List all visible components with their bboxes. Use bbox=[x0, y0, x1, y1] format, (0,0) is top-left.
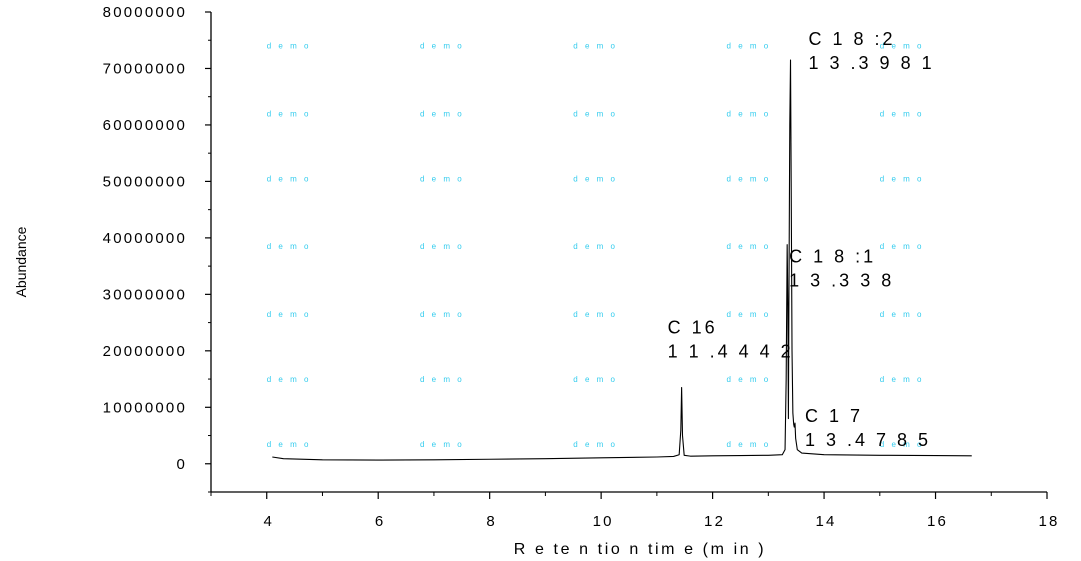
watermark-text: d e m o bbox=[420, 310, 464, 319]
y-tick-label: 70000000 bbox=[103, 60, 187, 77]
watermark-text: d e m o bbox=[267, 375, 311, 384]
watermark-text: d e m o bbox=[880, 375, 924, 384]
watermark-text: d e m o bbox=[420, 42, 464, 51]
watermark-text: d e m o bbox=[267, 109, 311, 118]
y-tick-label: 50000000 bbox=[103, 173, 187, 190]
watermark-text: d e m o bbox=[880, 310, 924, 319]
watermark-text: d e m o bbox=[573, 174, 617, 183]
y-tick-label: 20000000 bbox=[103, 343, 187, 360]
watermark-text: d e m o bbox=[420, 242, 464, 251]
watermark-text: d e m o bbox=[727, 242, 771, 251]
y-axis-ticks: 0 10000000 20000000 30000000 40000000 5000000… bbox=[103, 4, 211, 493]
watermark-text: d e m o bbox=[420, 375, 464, 384]
y-axis-label: Abundance bbox=[13, 226, 29, 297]
peak-annotations: C 16 1 1 .4 4 4 2 C 1 8 :1 1 3 .3 3 8 C 1 8 … bbox=[668, 29, 935, 450]
x-tick-label: 12 bbox=[704, 513, 725, 530]
peak-label: 1 1 .4 4 4 2 bbox=[668, 342, 794, 362]
y-tick-label: 80000000 bbox=[103, 4, 187, 21]
watermark-text: d e m o bbox=[727, 174, 771, 183]
y-tick-label: 40000000 bbox=[103, 230, 187, 247]
watermark-text: d e m o bbox=[573, 42, 617, 51]
watermark-text: d e m o bbox=[727, 109, 771, 118]
x-tick-label: 6 bbox=[375, 513, 386, 530]
chromatogram-trace bbox=[272, 59, 972, 461]
watermark-text: d e m o bbox=[880, 242, 924, 251]
x-tick-label: 16 bbox=[927, 513, 948, 530]
watermark-text: d e m o bbox=[573, 440, 617, 449]
y-tick-label: 60000000 bbox=[103, 117, 187, 134]
watermark-text: d e m o bbox=[880, 174, 924, 183]
watermark-text: d e m o bbox=[573, 310, 617, 319]
x-tick-label: 8 bbox=[486, 513, 497, 530]
peak-label: C 1 8 :1 bbox=[789, 247, 876, 267]
watermark-layer: d e m o d e m o d e m o d e m o d e m o d e m… bbox=[267, 42, 924, 449]
watermark-text: d e m o bbox=[420, 109, 464, 118]
y-tick-label: 30000000 bbox=[103, 286, 187, 303]
peak-label: C 16 bbox=[668, 318, 718, 338]
watermark-text: d e m o bbox=[573, 375, 617, 384]
watermark-text: d e m o bbox=[880, 440, 924, 449]
watermark-text: d e m o bbox=[727, 440, 771, 449]
watermark-text: d e m o bbox=[727, 375, 771, 384]
x-axis-ticks: 4 6 8 10 12 14 16 18 bbox=[210, 492, 1059, 530]
watermark-text: d e m o bbox=[267, 242, 311, 251]
peak-label: C 1 8 :2 bbox=[809, 29, 896, 49]
watermark-text: d e m o bbox=[573, 109, 617, 118]
watermark-text: d e m o bbox=[267, 174, 311, 183]
watermark-text: d e m o bbox=[420, 440, 464, 449]
peak-label: C 1 7 bbox=[805, 406, 863, 426]
watermark-text: d e m o bbox=[420, 174, 464, 183]
y-tick-label: 10000000 bbox=[103, 399, 187, 416]
x-tick-label: 4 bbox=[263, 513, 274, 530]
watermark-text: d e m o bbox=[727, 42, 771, 51]
x-tick-label: 14 bbox=[816, 513, 837, 530]
watermark-text: d e m o bbox=[880, 42, 924, 51]
x-tick-label: 18 bbox=[1038, 513, 1059, 530]
y-tick-label: 0 bbox=[176, 456, 187, 473]
watermark-text: d e m o bbox=[267, 42, 311, 51]
peak-label: 1 3 .4 7 8 5 bbox=[805, 430, 931, 450]
watermark-text: d e m o bbox=[267, 440, 311, 449]
watermark-text: d e m o bbox=[727, 310, 771, 319]
peak-label: 1 3 .3 9 8 1 bbox=[809, 53, 935, 73]
peak-label: 1 3 .3 3 8 bbox=[789, 271, 894, 291]
x-tick-label: 10 bbox=[593, 513, 614, 530]
watermark-text: d e m o bbox=[267, 310, 311, 319]
watermark-text: d e m o bbox=[880, 109, 924, 118]
x-axis-label: R e te n tio n tim e (m in ) bbox=[514, 541, 766, 558]
watermark-text: d e m o bbox=[573, 242, 617, 251]
